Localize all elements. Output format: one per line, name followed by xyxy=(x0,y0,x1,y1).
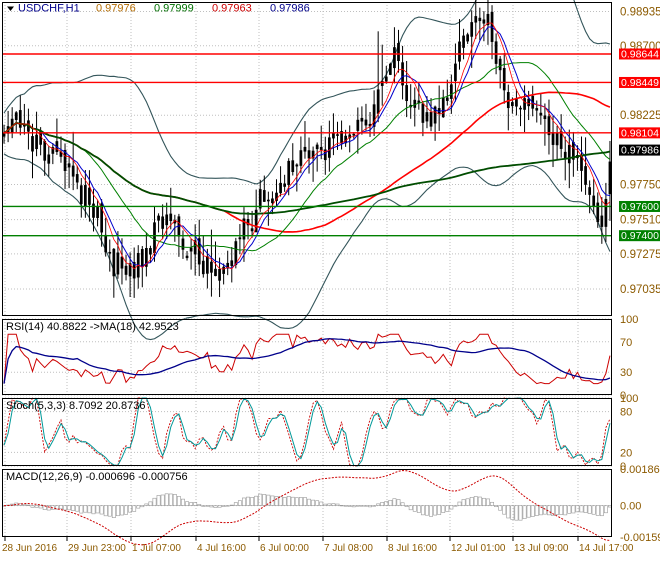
svg-text:0.001865: 0.001865 xyxy=(620,464,660,476)
svg-text:14 Jul 17:00: 14 Jul 17:00 xyxy=(579,543,634,554)
svg-text:USDCHF,H1: USDCHF,H1 xyxy=(18,3,80,15)
svg-text:0.98935: 0.98935 xyxy=(620,6,660,18)
svg-text:0.98449: 0.98449 xyxy=(621,77,659,89)
svg-text:Stoch(5,3,3) 8.7092 20.8736: Stoch(5,3,3) 8.7092 20.8736 xyxy=(6,400,145,412)
svg-text:0.97963: 0.97963 xyxy=(212,3,252,15)
svg-text:7 Jul 08:00: 7 Jul 08:00 xyxy=(324,543,373,554)
svg-text:8 Jul 16:00: 8 Jul 16:00 xyxy=(388,543,437,554)
svg-text:0.97986: 0.97986 xyxy=(270,3,310,15)
svg-text:MACD(12,26,9) -0.000696 -0.000: MACD(12,26,9) -0.000696 -0.000756 xyxy=(6,471,188,483)
svg-text:30: 30 xyxy=(620,367,632,379)
svg-text:0.98104: 0.98104 xyxy=(621,127,659,139)
svg-text:70: 70 xyxy=(620,337,632,349)
svg-text:0.97986: 0.97986 xyxy=(621,145,659,157)
svg-text:1 Jul 07:00: 1 Jul 07:00 xyxy=(132,543,181,554)
svg-text:100: 100 xyxy=(620,314,638,326)
svg-text:28 Jun 2016: 28 Jun 2016 xyxy=(2,543,57,554)
svg-text:0.97999: 0.97999 xyxy=(154,3,194,15)
svg-text:0.97976: 0.97976 xyxy=(96,3,136,15)
svg-text:0.98644: 0.98644 xyxy=(621,48,659,60)
svg-text:0.00: 0.00 xyxy=(620,501,641,513)
svg-text:20: 20 xyxy=(620,447,632,459)
svg-text:0.97750: 0.97750 xyxy=(620,180,660,192)
svg-text:0.97275: 0.97275 xyxy=(620,249,660,261)
svg-text:4 Jul 16:00: 4 Jul 16:00 xyxy=(197,543,246,554)
svg-text:80: 80 xyxy=(620,407,632,419)
svg-text:13 Jul 09:00: 13 Jul 09:00 xyxy=(514,543,569,554)
svg-text:29 Jun 23:00: 29 Jun 23:00 xyxy=(68,543,126,554)
svg-text:0.97510: 0.97510 xyxy=(620,215,660,227)
svg-text:0.97035: 0.97035 xyxy=(620,284,660,296)
svg-text:0.97600: 0.97600 xyxy=(621,201,659,213)
svg-text:12 Jul 01:00: 12 Jul 01:00 xyxy=(451,543,506,554)
svg-text:0.98225: 0.98225 xyxy=(620,110,660,122)
svg-text:RSI(14) 40.8822 ->MA(18) 42.9: RSI(14) 40.8822 ->MA(18) 42.9523 xyxy=(6,321,179,333)
svg-text:0.97400: 0.97400 xyxy=(621,230,659,242)
svg-text:100: 100 xyxy=(620,393,638,405)
svg-text:6 Jul 00:00: 6 Jul 00:00 xyxy=(260,543,309,554)
